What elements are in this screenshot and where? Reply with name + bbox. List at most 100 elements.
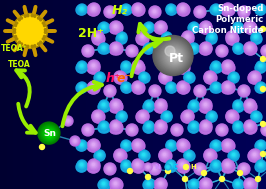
Circle shape [228, 113, 236, 121]
Circle shape [91, 7, 97, 13]
Circle shape [164, 36, 170, 42]
Circle shape [236, 27, 239, 29]
Circle shape [202, 105, 207, 108]
Circle shape [185, 36, 191, 42]
Circle shape [256, 6, 264, 14]
Circle shape [179, 62, 187, 70]
Circle shape [83, 46, 93, 56]
Circle shape [93, 7, 94, 9]
Circle shape [156, 45, 164, 53]
Circle shape [44, 129, 55, 139]
Circle shape [118, 153, 122, 158]
Circle shape [203, 182, 207, 186]
Circle shape [146, 104, 152, 110]
Circle shape [137, 110, 149, 122]
Circle shape [258, 8, 262, 12]
Bar [113, 0, 120, 189]
Circle shape [154, 22, 166, 34]
Circle shape [159, 25, 163, 29]
Circle shape [159, 182, 161, 184]
Circle shape [119, 153, 123, 158]
Circle shape [190, 104, 196, 110]
Circle shape [211, 163, 219, 171]
Circle shape [177, 4, 189, 16]
Circle shape [124, 86, 127, 88]
Circle shape [234, 180, 242, 188]
Circle shape [259, 64, 263, 68]
Circle shape [143, 154, 145, 156]
Circle shape [97, 36, 98, 37]
Circle shape [214, 9, 216, 11]
Circle shape [77, 6, 85, 14]
Circle shape [93, 86, 94, 88]
Circle shape [121, 4, 131, 14]
Circle shape [171, 87, 173, 89]
Circle shape [124, 65, 130, 71]
Circle shape [186, 115, 190, 119]
Circle shape [202, 124, 210, 132]
Circle shape [227, 33, 239, 45]
Circle shape [214, 64, 218, 68]
Circle shape [246, 123, 256, 133]
Circle shape [156, 124, 164, 132]
Circle shape [124, 143, 128, 147]
Circle shape [242, 89, 246, 93]
Circle shape [111, 122, 123, 134]
Circle shape [250, 184, 251, 185]
Circle shape [103, 105, 107, 109]
Circle shape [247, 45, 255, 53]
Circle shape [180, 143, 186, 149]
Circle shape [39, 145, 44, 149]
Circle shape [226, 144, 227, 146]
Circle shape [167, 62, 175, 70]
Circle shape [79, 66, 83, 70]
Circle shape [114, 184, 115, 185]
Circle shape [136, 143, 142, 149]
Circle shape [113, 124, 121, 132]
Circle shape [236, 106, 239, 108]
Circle shape [247, 124, 255, 132]
Circle shape [193, 47, 195, 49]
Circle shape [238, 184, 240, 186]
Circle shape [192, 106, 194, 108]
Circle shape [184, 72, 194, 82]
Circle shape [115, 184, 118, 185]
Circle shape [76, 5, 86, 15]
Circle shape [186, 152, 194, 160]
Circle shape [158, 25, 164, 31]
Circle shape [135, 163, 143, 171]
Circle shape [163, 153, 167, 156]
Circle shape [141, 74, 149, 82]
Circle shape [203, 126, 205, 129]
Circle shape [138, 9, 139, 10]
Circle shape [126, 145, 128, 147]
Circle shape [111, 45, 119, 53]
Circle shape [159, 103, 161, 105]
Circle shape [143, 180, 153, 189]
Circle shape [242, 10, 244, 12]
Circle shape [211, 82, 221, 92]
Circle shape [116, 151, 126, 161]
Circle shape [215, 165, 219, 169]
Circle shape [100, 23, 108, 31]
Circle shape [200, 99, 212, 111]
Circle shape [146, 174, 151, 180]
Circle shape [168, 84, 176, 92]
Circle shape [185, 73, 195, 83]
Circle shape [201, 24, 209, 32]
Circle shape [256, 4, 266, 14]
Circle shape [98, 102, 108, 112]
Circle shape [234, 24, 242, 32]
Circle shape [43, 128, 55, 139]
Circle shape [215, 164, 217, 166]
Circle shape [146, 24, 152, 30]
Circle shape [107, 88, 113, 94]
Bar [27, 0, 33, 189]
Circle shape [113, 102, 119, 108]
Circle shape [113, 181, 121, 189]
Circle shape [168, 6, 174, 12]
Circle shape [111, 43, 121, 53]
Circle shape [99, 43, 109, 53]
Circle shape [252, 153, 256, 158]
Circle shape [236, 25, 240, 29]
